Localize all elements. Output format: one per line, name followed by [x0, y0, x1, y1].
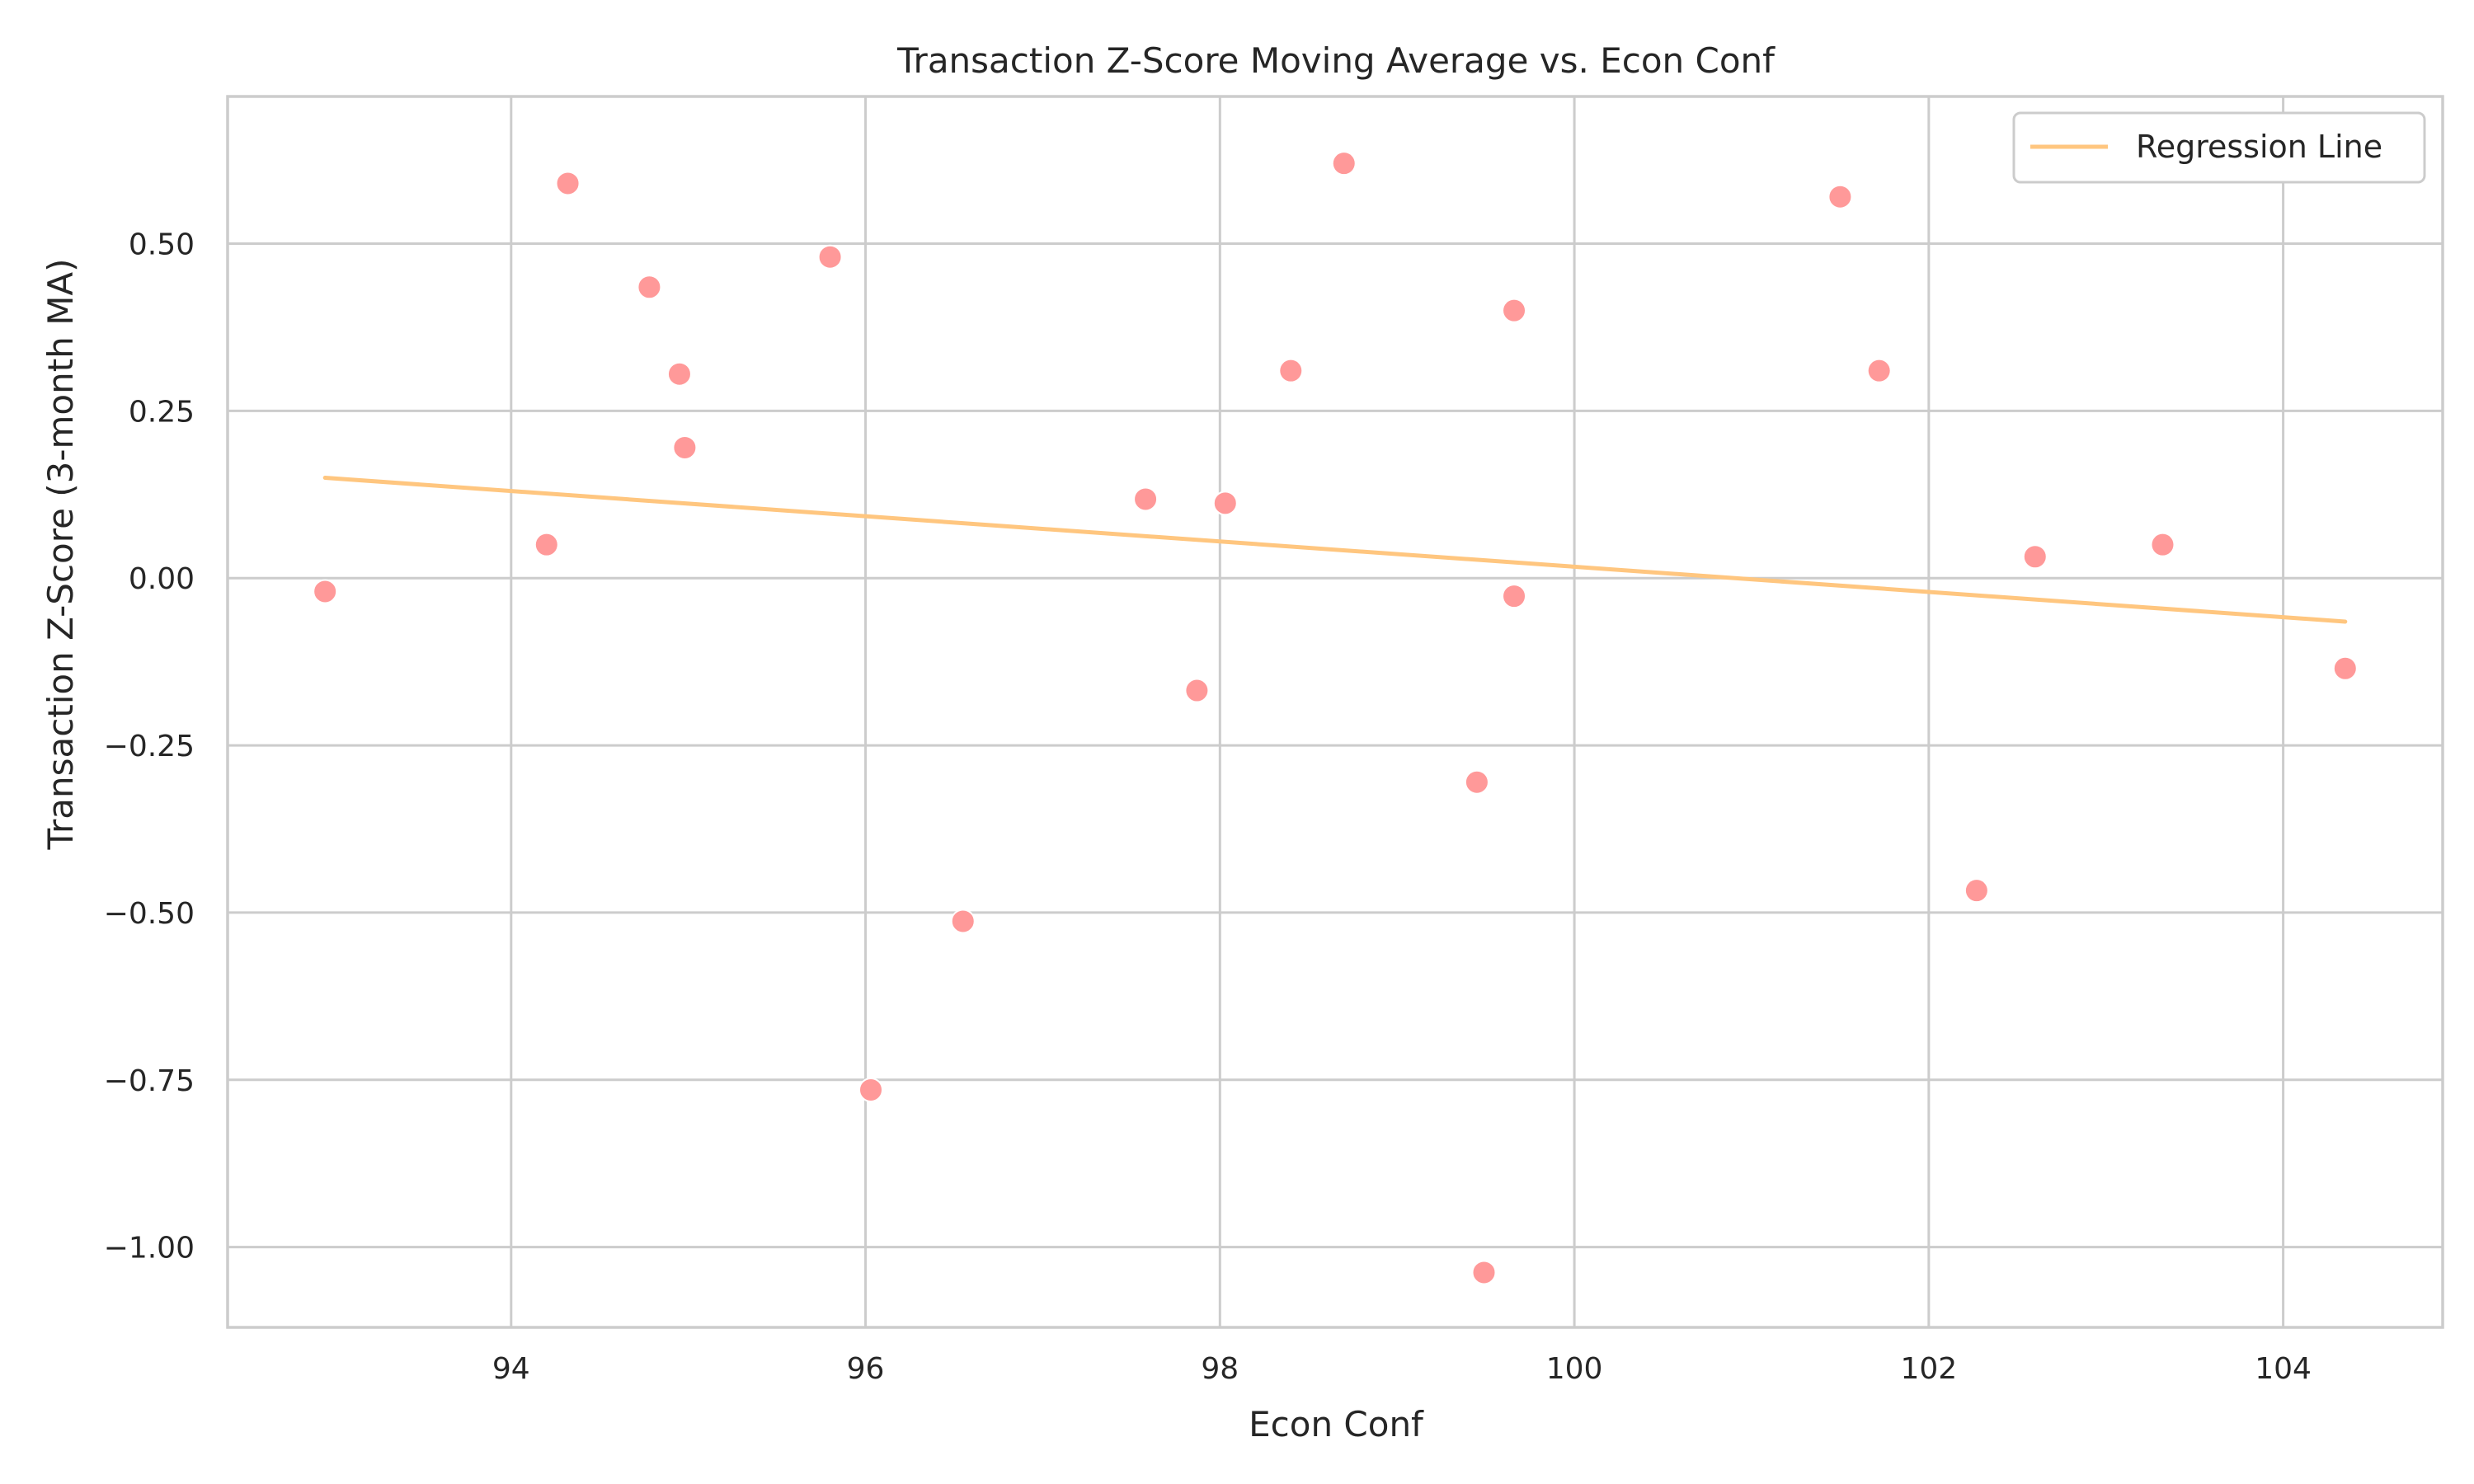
regression-line — [322, 476, 2348, 624]
scatter-point — [555, 171, 581, 196]
scatter-point — [1471, 1260, 1497, 1285]
scatter-point — [1502, 298, 1527, 323]
scatter-point — [1278, 358, 1304, 383]
scatter-point — [1866, 358, 1892, 383]
x-tick-label: 104 — [2255, 1352, 2312, 1386]
y-tick-label: −1.00 — [104, 1232, 195, 1266]
scatter-point — [858, 1077, 884, 1102]
legend: Regression Line — [2012, 111, 2426, 184]
scatter-point — [1331, 151, 1357, 176]
scatter-point — [1184, 678, 1210, 703]
scatter-point — [2332, 655, 2358, 681]
scatter-point — [2022, 544, 2048, 570]
scatter-point — [1212, 491, 1238, 516]
regression-layer — [322, 476, 2348, 624]
tick-labels: 94 96 98 100 102 104 −1.00 −0.75 −0.50 −0.25 0.00 0… — [104, 228, 2312, 1386]
chart-title: Transaction Z-Score Moving Average vs. E… — [896, 40, 1776, 81]
points-layer — [313, 151, 2358, 1285]
y-tick-label: −0.75 — [104, 1064, 195, 1098]
scatter-point — [534, 532, 559, 557]
scatter-point — [1502, 584, 1527, 609]
grid-layer — [228, 96, 2443, 1327]
scatter-point — [2150, 532, 2175, 557]
legend-frame — [2012, 111, 2426, 184]
x-tick-label: 94 — [492, 1352, 530, 1386]
scatter-point — [817, 244, 843, 270]
scatter-point — [666, 361, 692, 387]
x-tick-label: 96 — [847, 1352, 885, 1386]
y-tick-label: 0.50 — [129, 228, 195, 262]
y-tick-label: −0.25 — [104, 730, 195, 763]
y-axis-label: Transaction Z-Score (3-month MA) — [40, 258, 81, 850]
scatter-point — [672, 434, 698, 460]
x-tick-label: 102 — [1900, 1352, 1957, 1386]
legend-entry-regression-line: Regression Line — [2136, 129, 2382, 165]
scatter-point — [313, 579, 338, 604]
x-axis-label: Econ Conf — [1249, 1404, 1424, 1444]
scatter-point — [1133, 486, 1159, 512]
plot-frame — [226, 95, 2444, 1329]
scatter-point — [637, 275, 662, 300]
y-tick-label: 0.25 — [129, 395, 195, 429]
y-tick-label: −0.50 — [104, 897, 195, 931]
x-tick-label: 100 — [1546, 1352, 1603, 1386]
y-tick-label: 0.00 — [129, 562, 195, 596]
scatter-point — [1827, 184, 1853, 209]
scatter-point — [1464, 769, 1489, 795]
x-tick-label: 98 — [1201, 1352, 1239, 1386]
scatter-point — [950, 909, 976, 934]
scatter-point — [1964, 878, 1989, 904]
